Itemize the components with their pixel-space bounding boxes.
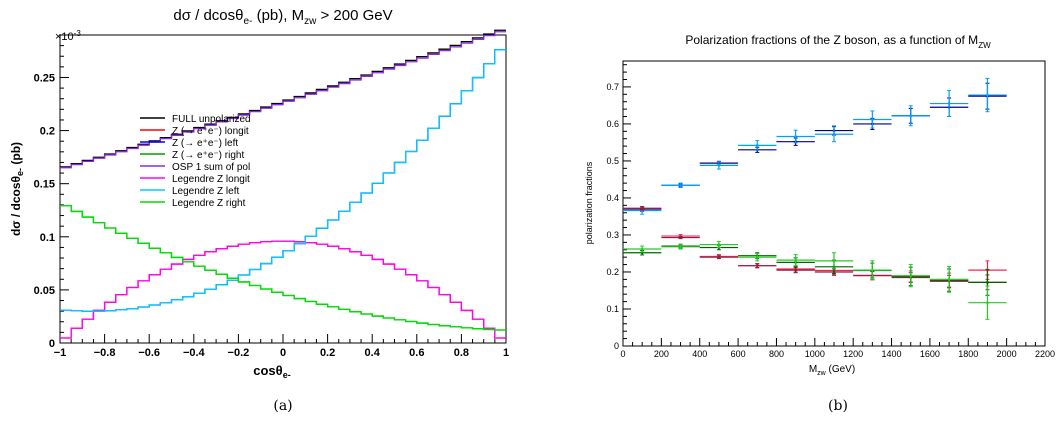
- x-tick-label: 1800: [958, 349, 978, 359]
- data-point: [794, 135, 797, 138]
- curve-left: [60, 49, 506, 312]
- data-point: [794, 258, 797, 262]
- x-tick-label: 1400: [882, 349, 902, 359]
- y-tick-label: 0.05: [34, 285, 55, 297]
- data-point: [755, 144, 759, 147]
- x-tick-label: −0.8: [94, 347, 116, 359]
- data-point: [871, 118, 874, 121]
- panel-b-chart: Polarization fractions of the Z boson, a…: [584, 33, 1055, 414]
- x-tick-label: 800: [769, 349, 784, 359]
- panel-a-frame: [59, 34, 507, 344]
- x-tick-label: −1: [54, 347, 67, 359]
- x-tick-label: 2000: [997, 349, 1017, 359]
- y-tick-label: 0.5: [606, 156, 619, 166]
- data-point: [947, 278, 951, 281]
- data-point: [794, 268, 797, 272]
- data-point: [986, 93, 989, 97]
- data-point: [986, 301, 989, 304]
- panel-a-x-axis-label: cosθe-: [253, 363, 290, 380]
- curve-left: [60, 49, 506, 312]
- data-point: [717, 255, 721, 259]
- panel-b-points: [623, 77, 1007, 320]
- panel-a-y-axis-label: dσ / dcosθe- (pb): [9, 142, 25, 236]
- x-tick-label: 0.4: [365, 347, 381, 359]
- x-tick-label: 1600: [920, 349, 940, 359]
- x-tick-label: 2200: [1035, 349, 1055, 359]
- y-tick-label: 0: [49, 338, 55, 350]
- data-point: [947, 102, 951, 105]
- y-tick-label: 0.25: [34, 72, 55, 84]
- y-tick-label: 0.6: [606, 119, 619, 129]
- data-point: [755, 255, 759, 259]
- data-point: [832, 132, 836, 136]
- y-tick-label: 0.3: [606, 230, 619, 240]
- data-point: [679, 184, 682, 187]
- legend-entry: OSP 1 sum of pol: [172, 162, 250, 173]
- data-point: [986, 281, 989, 284]
- panel-a-label: (a): [273, 398, 292, 414]
- legend-entry: Z (→ e⁺e⁻) right: [172, 150, 244, 161]
- panel-b-ticks: 0 200 400 600 800 1000 1200 1400 1600 1800 2000 220…: [606, 64, 1055, 359]
- x-tick-label: 1200: [843, 349, 863, 359]
- y-tick-label: 0.1: [40, 232, 55, 244]
- data-point: [832, 259, 836, 263]
- panel-b-title: Polarization fractions of the Z boson, a…: [685, 33, 991, 50]
- data-point: [679, 236, 682, 239]
- data-point: [640, 247, 644, 251]
- panel-b-x-axis-label: Mzw (GeV): [809, 364, 855, 377]
- x-tick-label: 200: [654, 349, 669, 359]
- data-point: [679, 245, 682, 249]
- y-tick-label: 0.1: [606, 304, 619, 314]
- y-tick-label: 0.2: [606, 267, 619, 277]
- legend-entry: Legendre Z left: [172, 186, 239, 197]
- x-tick-label: 1000: [805, 349, 825, 359]
- panel-a-chart: dσ / dcosθe- (pb), Mzw > 200 GeV ×10-3 −…: [9, 7, 509, 414]
- legend-entry: Legendre Z longit: [172, 174, 250, 185]
- curve-longit: [60, 240, 506, 339]
- x-tick-label: 0.2: [320, 347, 335, 359]
- curve-right: [60, 204, 506, 331]
- x-tick-label: 1: [503, 347, 509, 359]
- data-point: [717, 164, 721, 167]
- data-point: [909, 274, 913, 277]
- curve-sum: [60, 31, 506, 169]
- data-point: [871, 268, 874, 272]
- x-tick-label: −0.2: [228, 347, 250, 359]
- x-tick-label: −0.4: [183, 347, 206, 359]
- panel-a-ticks: −1 −0.8 −0.6 −0.4 −0.2 0 0.2 0.4 0.6 0.8 1 0 0.05 0.1…: [34, 34, 509, 359]
- y-tick-label: 0.4: [606, 193, 619, 203]
- panel-a-curves: [60, 29, 506, 339]
- panel-a-title: dσ / dcosθe- (pb), Mzw > 200 GeV: [173, 7, 392, 27]
- panel-a-exponent-label: ×10-3: [55, 29, 81, 43]
- x-tick-label: 0: [280, 347, 286, 359]
- legend-entry: Z (→ e⁺e⁻) longit: [172, 126, 249, 137]
- legend-entry: Legendre Z right: [172, 198, 246, 209]
- x-tick-label: 0.6: [409, 347, 424, 359]
- panel-b-y-axis-label: polarization fractions: [584, 161, 594, 244]
- x-tick-label: −0.6: [138, 347, 160, 359]
- legend-entry: FULL unpolarized: [172, 114, 251, 125]
- data-point: [755, 264, 759, 267]
- y-tick-label: 0: [614, 341, 619, 351]
- y-tick-label: 0.2: [40, 126, 55, 138]
- panel-b-label: (b): [828, 398, 848, 414]
- y-tick-label: 0.15: [34, 179, 55, 191]
- x-tick-label: 600: [731, 349, 746, 359]
- x-tick-label: 400: [692, 349, 707, 359]
- y-tick-label: 0.7: [606, 82, 619, 92]
- x-tick-label: 0.8: [454, 347, 469, 359]
- curve-right: [60, 204, 506, 331]
- data-point: [717, 243, 721, 246]
- data-point: [640, 207, 644, 210]
- x-tick-label: 0: [620, 349, 625, 359]
- data-point: [909, 114, 913, 118]
- legend-entry: Z (→ e⁺e⁻) left: [172, 138, 238, 149]
